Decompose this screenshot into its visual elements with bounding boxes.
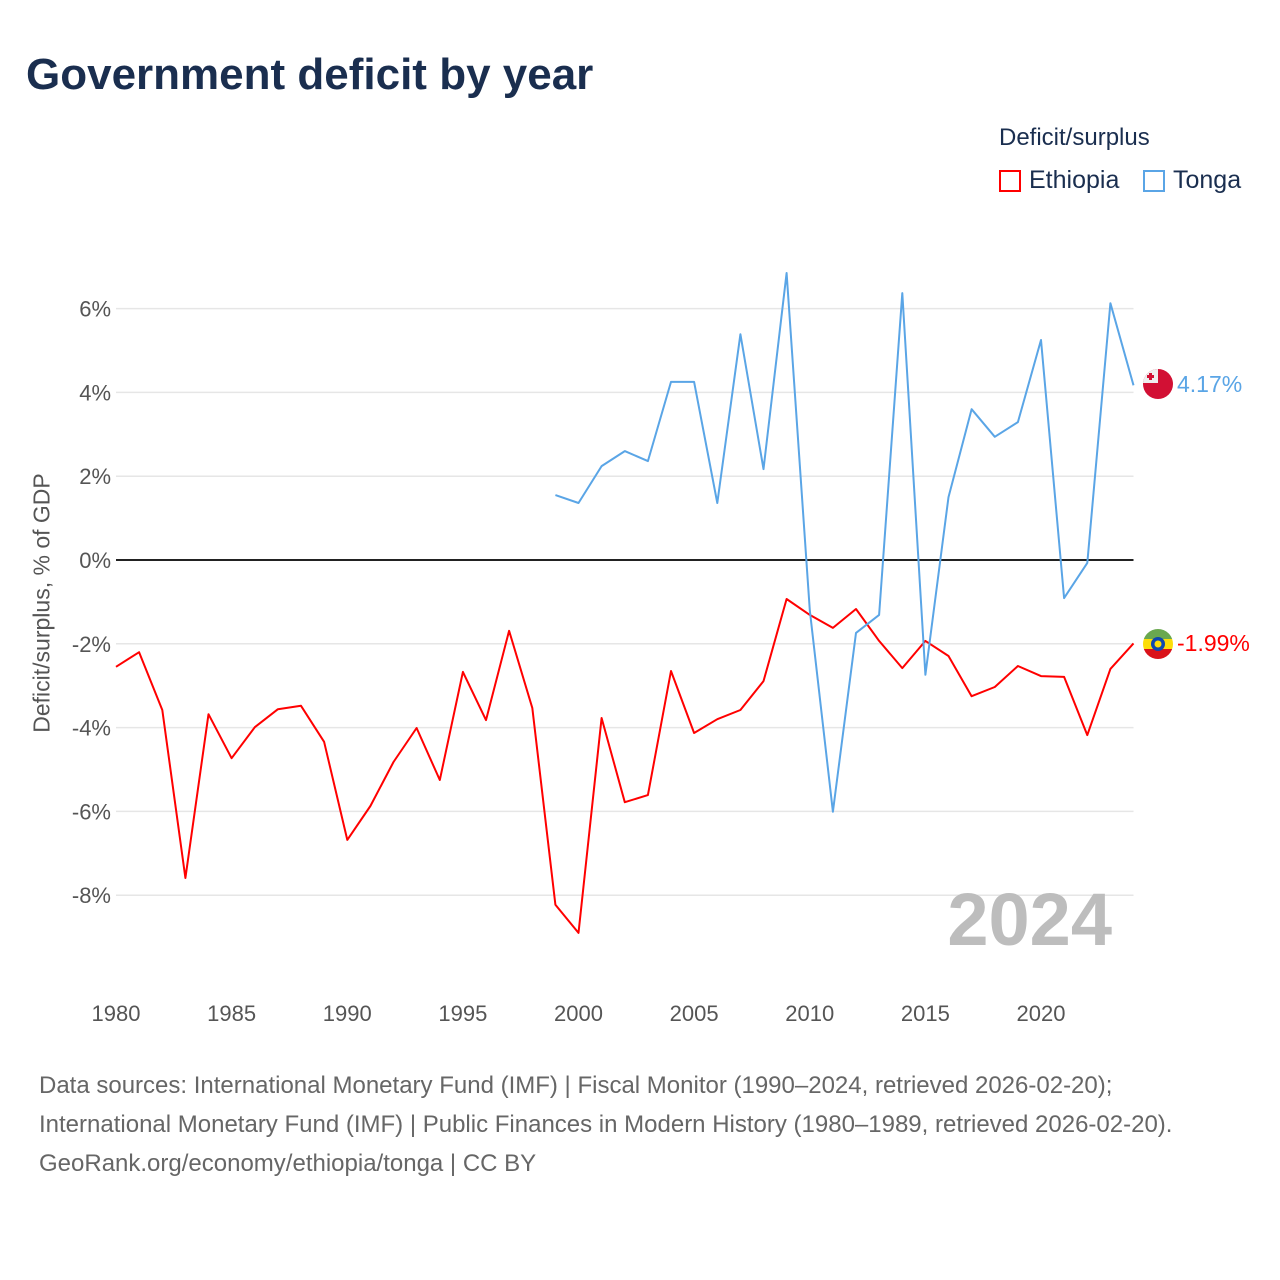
y-tick-label: -4% (72, 716, 111, 741)
x-tick-label: 2010 (785, 1001, 834, 1026)
series-line-ethiopia (115, 598, 1135, 934)
y-tick-label: 4% (79, 380, 111, 405)
y-tick-label: 2% (79, 464, 111, 489)
x-tick-label: 1980 (92, 1001, 141, 1026)
legend-title: Deficit/surplus (999, 124, 1150, 151)
y-tick-label: 6% (79, 297, 111, 322)
end-label-ethiopia: -1.99% (1177, 630, 1250, 656)
y-tick-label: 0% (79, 548, 111, 573)
chart-title: Government deficit by year (26, 50, 594, 99)
end-label-tonga: 4.17% (1177, 371, 1242, 397)
x-tick-label: 2020 (1017, 1001, 1066, 1026)
legend-item-tonga[interactable]: Tonga (1143, 166, 1241, 195)
credit-link[interactable]: GeoRank.org/economy/ethiopia/tonga | CC … (39, 1150, 537, 1177)
legend-label-ethiopia: Ethiopia (1029, 166, 1120, 194)
flag-tonga-icon (1143, 369, 1173, 399)
x-tick-label: 2005 (670, 1001, 719, 1026)
legend-swatch-ethiopia (999, 169, 1021, 192)
legend-label-tonga: Tonga (1173, 166, 1242, 194)
x-tick-label: 1995 (438, 1001, 487, 1026)
legend-swatch-tonga (1143, 169, 1165, 192)
x-tick-label: 1990 (323, 1001, 372, 1026)
data-sources: Data sources: International Monetary Fun… (39, 1072, 1173, 1138)
x-tick-label: 2000 (554, 1001, 603, 1026)
footer: Data sources: International Monetary Fun… (39, 1066, 1239, 1183)
y-tick-label: -6% (72, 799, 111, 824)
x-tick-label: 1985 (207, 1001, 256, 1026)
series-line-tonga (555, 272, 1135, 813)
flag-ethiopia-icon (1143, 629, 1173, 659)
year-watermark: 2024 (947, 878, 1112, 961)
x-tick-label: 2015 (901, 1001, 950, 1026)
y-tick-label: -8% (72, 883, 111, 908)
legend-item-ethiopia[interactable]: Ethiopia (999, 166, 1119, 195)
y-tick-label: -2% (72, 632, 111, 657)
